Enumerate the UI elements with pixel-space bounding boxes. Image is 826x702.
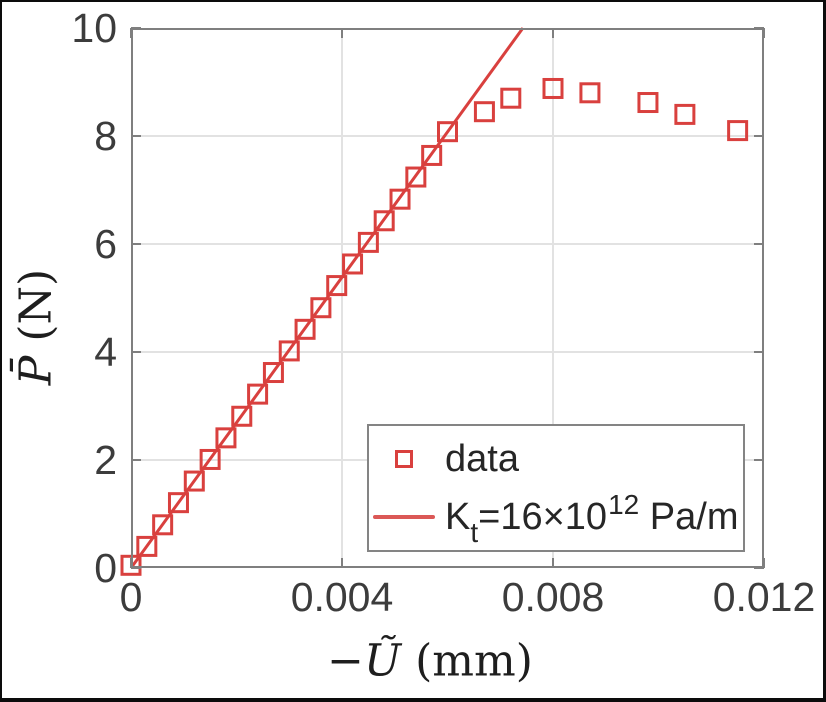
x-tick-label: 0.012	[712, 574, 816, 620]
data-point-marker	[579, 82, 601, 104]
x-tick-label: 0.004	[290, 574, 394, 620]
data-point-marker	[294, 318, 316, 340]
legend-label-data: data	[445, 437, 519, 480]
data-point-marker	[136, 535, 158, 557]
data-point-marker	[247, 383, 269, 405]
data-point-marker	[326, 275, 348, 297]
legend-icon-cell	[369, 450, 439, 468]
x-axis-unit: (mm)	[401, 635, 533, 687]
plot-area: data Kt=16×1012 Pa/m −Ũ (mm) P̄ (N) 0 0.0…	[11, 5, 816, 687]
data-point-marker	[373, 210, 395, 232]
data-point-marker	[727, 120, 749, 142]
data-point-marker	[262, 362, 284, 384]
legend-label-fit: Kt=16×1012 Pa/m	[445, 490, 739, 546]
data-point-marker	[421, 144, 443, 166]
data-point-marker	[199, 448, 221, 470]
fit-label-sub-t: t	[470, 516, 479, 548]
plot-border	[131, 28, 764, 568]
data-point-marker	[167, 492, 189, 514]
y-tick-label: 4	[94, 329, 117, 375]
data-point-marker	[542, 77, 564, 99]
data-point-marker	[278, 340, 300, 362]
fit-label-K: K	[445, 495, 471, 538]
data-point-marker	[500, 87, 522, 109]
data-point-marker	[342, 253, 364, 275]
data-point-marker	[310, 297, 332, 319]
legend-entry-fit: Kt=16×1012 Pa/m	[369, 490, 743, 546]
y-tick-label: 2	[94, 437, 117, 483]
data-point-marker	[389, 188, 411, 210]
data-point-marker	[437, 121, 458, 143]
y-tick-label: 10	[71, 5, 117, 51]
data-point-marker	[405, 166, 427, 188]
legend-entry-data: data	[369, 433, 743, 485]
x-tick-label: 0	[119, 574, 143, 620]
data-point-marker	[357, 231, 379, 253]
line-sample-icon	[373, 515, 435, 519]
fit-label-units: Pa/m	[639, 495, 739, 538]
data-point-marker	[674, 103, 696, 125]
data-point-marker	[215, 427, 237, 449]
chart-canvas	[120, 27, 765, 576]
data-point-marker	[637, 92, 659, 114]
x-tick-label: 0.008	[501, 574, 605, 620]
data-point-marker	[152, 514, 174, 536]
x-axis-variable: −Ũ	[327, 635, 402, 687]
data-point-marker	[183, 470, 205, 492]
fit-label-value: =16×10	[478, 495, 608, 538]
y-tick-label: 8	[94, 113, 117, 159]
data-point-marker	[473, 101, 495, 123]
x-axis-label: −Ũ (mm)	[327, 636, 533, 687]
data-point-marker	[231, 405, 253, 427]
square-marker-icon	[395, 450, 413, 468]
y-tick-label: 0	[94, 545, 117, 591]
fit-label-exponent: 12	[608, 488, 640, 520]
y-tick-label: 6	[94, 221, 117, 267]
legend: data Kt=16×1012 Pa/m	[367, 424, 745, 552]
legend-icon-cell	[369, 515, 439, 519]
